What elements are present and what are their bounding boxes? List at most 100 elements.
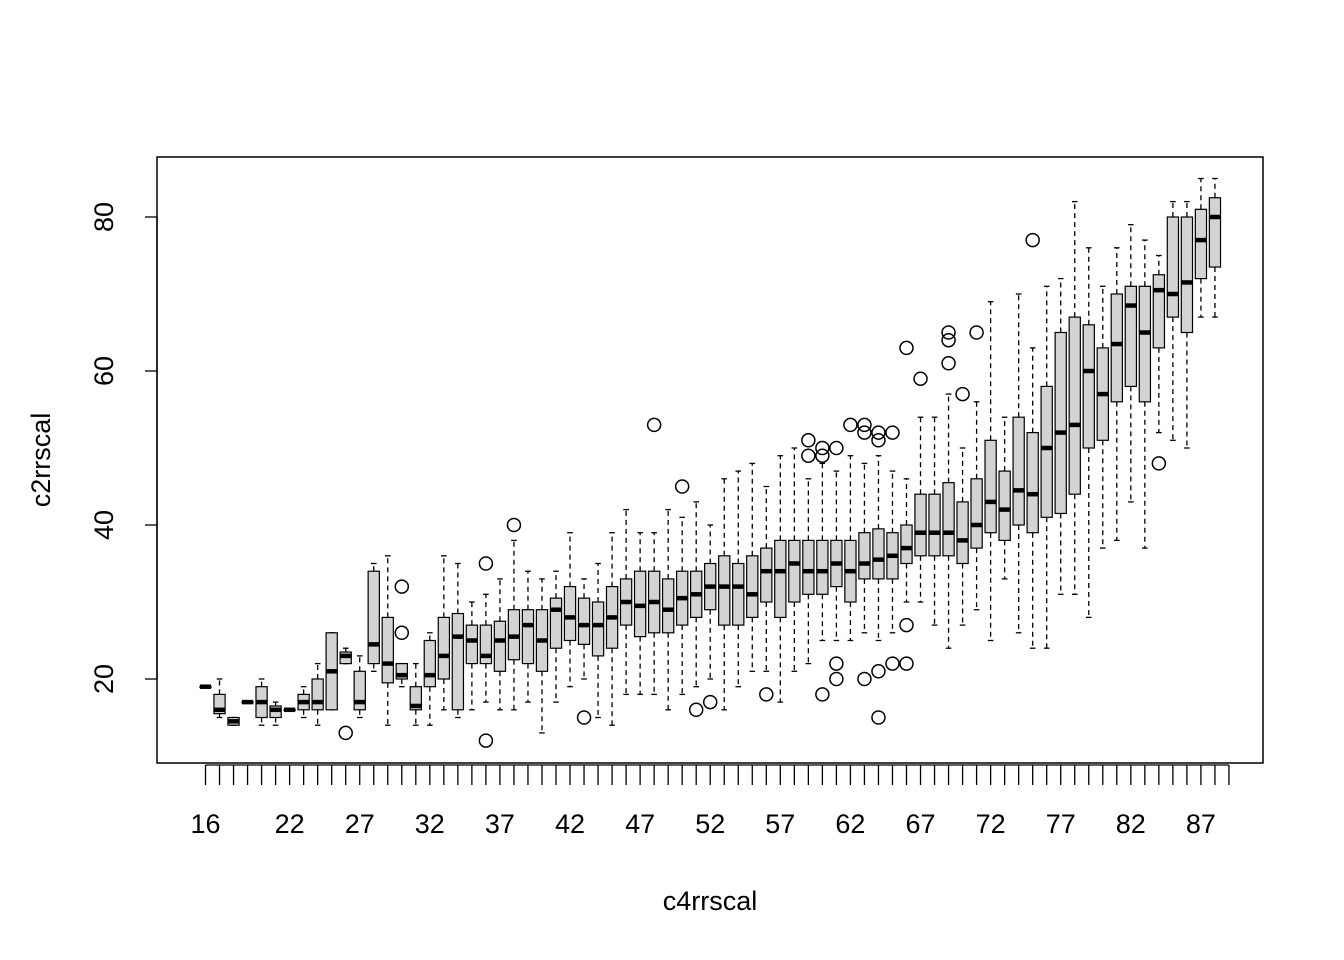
y-axis-label: c2rrscal xyxy=(26,413,56,508)
box-53 xyxy=(718,478,731,711)
box-61 xyxy=(829,440,844,687)
box-36 xyxy=(478,556,494,748)
x-axis-label: c4rrscal xyxy=(663,886,758,916)
x-tick-label: 32 xyxy=(415,809,445,839)
x-tick-label: 72 xyxy=(976,809,1006,839)
box-iqr xyxy=(1152,274,1166,349)
box-78 xyxy=(1068,200,1081,595)
box-88 xyxy=(1208,177,1222,318)
box-iqr xyxy=(311,678,324,711)
box-22 xyxy=(283,707,296,713)
outlier-point xyxy=(801,433,816,448)
box-63 xyxy=(857,417,872,687)
box-iqr xyxy=(802,539,815,595)
outlier-point xyxy=(899,617,914,633)
box-iqr xyxy=(1110,293,1123,403)
box-iqr xyxy=(1124,285,1138,387)
box-iqr xyxy=(914,493,927,557)
outlier-point xyxy=(969,325,984,340)
box-iqr xyxy=(900,524,913,565)
box-85 xyxy=(1166,200,1180,441)
box-iqr xyxy=(479,624,493,665)
x-tick-label: 77 xyxy=(1046,809,1076,839)
box-iqr xyxy=(942,482,955,557)
box-iqr xyxy=(732,562,745,626)
box-43 xyxy=(576,578,592,725)
box-55 xyxy=(746,462,759,672)
x-axis: 16 22 27 32 37 42 47 52 57 62 67 72 77 82 87 xyxy=(190,764,1230,839)
box-83 xyxy=(1138,239,1152,549)
box-iqr xyxy=(858,532,871,580)
box-45 xyxy=(605,532,619,726)
x-tick-label: 67 xyxy=(905,809,935,839)
outlier-point xyxy=(941,356,956,371)
box-59 xyxy=(801,433,816,665)
outlier-point xyxy=(394,625,410,641)
box-iqr xyxy=(1208,197,1222,268)
outlier-point xyxy=(941,332,956,348)
outlier-point xyxy=(941,325,956,340)
box-20 xyxy=(255,678,268,726)
box-52 xyxy=(702,524,718,710)
outlier-point xyxy=(829,656,844,671)
box-18 xyxy=(227,716,240,726)
box-68 xyxy=(928,416,941,626)
box-73 xyxy=(998,416,1011,580)
outlier-point xyxy=(857,671,872,687)
box-iqr xyxy=(984,439,997,534)
box-iqr xyxy=(760,547,773,603)
box-24 xyxy=(311,662,324,726)
box-51 xyxy=(688,501,704,718)
box-iqr xyxy=(577,597,591,645)
box-81 xyxy=(1110,247,1123,542)
box-47 xyxy=(633,532,647,696)
boxes-group xyxy=(199,177,1222,748)
box-84 xyxy=(1151,254,1167,471)
outlier-point xyxy=(646,417,662,433)
box-iqr xyxy=(549,597,563,649)
outlier-point xyxy=(955,386,970,402)
box-29 xyxy=(381,555,394,726)
box-69 xyxy=(941,325,956,649)
plot-frame xyxy=(156,156,1264,764)
box-iqr xyxy=(521,609,535,665)
y-tick-label: 80 xyxy=(89,202,119,232)
box-17 xyxy=(213,678,226,719)
outlier-point xyxy=(674,479,690,494)
outlier-point xyxy=(815,440,830,456)
box-iqr xyxy=(774,539,787,619)
x-tick-label: 57 xyxy=(765,809,795,839)
box-74 xyxy=(1012,293,1025,634)
box-iqr xyxy=(1138,285,1152,403)
box-iqr xyxy=(381,616,394,684)
outlier-point xyxy=(829,671,844,687)
box-60 xyxy=(815,440,830,702)
outlier-point xyxy=(815,687,830,702)
x-tick-label: 37 xyxy=(485,809,515,839)
box-72 xyxy=(984,301,997,642)
box-71 xyxy=(969,325,984,611)
outlier-point xyxy=(885,425,900,440)
box-iqr xyxy=(409,686,423,711)
outlier-point xyxy=(801,448,816,463)
box-iqr xyxy=(718,555,731,626)
outlier-point xyxy=(857,417,872,433)
box-70 xyxy=(955,386,970,626)
box-16 xyxy=(199,684,212,689)
box-iqr xyxy=(998,470,1011,542)
box-iqr xyxy=(1068,316,1081,495)
box-67 xyxy=(913,371,928,603)
box-48 xyxy=(646,417,662,696)
box-33 xyxy=(437,555,451,711)
box-82 xyxy=(1124,224,1138,503)
box-41 xyxy=(549,570,563,703)
box-34 xyxy=(451,562,465,719)
box-49 xyxy=(661,508,675,711)
box-19 xyxy=(241,699,254,705)
outlier-point xyxy=(1025,232,1040,248)
box-32 xyxy=(423,632,437,726)
box-iqr xyxy=(437,616,451,680)
box-46 xyxy=(619,508,633,696)
box-25 xyxy=(325,632,338,711)
x-tick-label: 82 xyxy=(1116,809,1146,839)
